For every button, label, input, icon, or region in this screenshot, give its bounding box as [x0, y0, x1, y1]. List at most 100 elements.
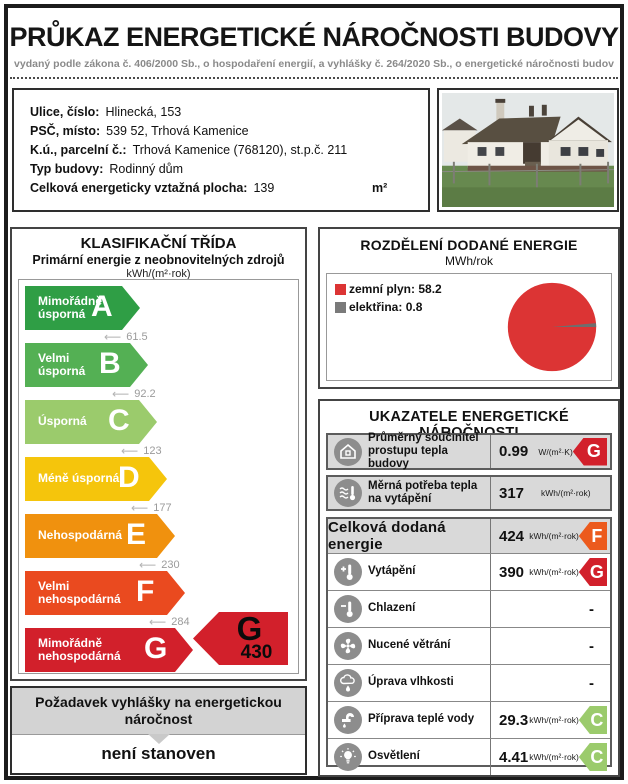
threshold-row: ⟵ 61.5: [25, 330, 298, 343]
left-arrow-icon: ⟵: [139, 557, 157, 572]
threshold-row: ⟵ 177: [25, 501, 298, 514]
indicator-value: 4.41: [499, 748, 529, 766]
requirement-title: Požadavek vyhlášky na energetickou nároč…: [12, 688, 305, 744]
info-row-parcel: K.ú., parcelní č.: Trhová Kamenice (7681…: [30, 143, 428, 157]
info-value: Rodinný dům: [109, 162, 184, 176]
energy-distribution-title: ROZDĚLENÍ DODANÉ ENERGIE: [360, 237, 578, 253]
building-info-box: Ulice, číslo: Hlinecká, 153 PSČ, místo: …: [12, 88, 430, 212]
class-row-a: Mimořádně úsporná A ⟵ 61.5: [25, 286, 298, 343]
ventilation-icon: [334, 632, 362, 660]
threshold-value: 284: [171, 615, 190, 628]
info-value: Trhová Kamenice (768120), st.p.č. 211: [132, 143, 348, 157]
page-title: PRŮKAZ ENERGETICKÉ NÁROČNOSTI BUDOVY: [9, 22, 619, 52]
indicator-value: 317: [499, 484, 525, 502]
threshold-value: 61.5: [126, 330, 148, 343]
info-label: PSČ, místo:: [30, 124, 101, 138]
class-band-c: Úsporná C: [25, 400, 157, 444]
class-letter: G: [144, 632, 168, 665]
indicator-label: Celková dodaná energie: [328, 518, 446, 553]
indicator-label: Vytápění: [368, 565, 416, 578]
threshold-value: 123: [143, 444, 162, 457]
info-row-street: Ulice, číslo: Hlinecká, 153: [30, 105, 428, 119]
class-band-g: Mimořádně nehospodárná G: [25, 628, 193, 672]
info-label: Typ budovy:: [30, 162, 104, 176]
page-subtitle: vydaný podle zákona č. 406/2000 Sb., o h…: [14, 58, 614, 70]
current-class-letter: G: [236, 609, 263, 647]
left-arrow-icon: ⟵: [149, 614, 167, 629]
classification-title: KLASIFIKAČNÍ TŘÍDA: [80, 235, 237, 252]
indicator-row-ventilation: Nucené větrání -: [328, 627, 610, 664]
info-value: 139: [253, 181, 275, 195]
classification-panel: KLASIFIKAČNÍ TŘÍDA Primární energie z ne…: [10, 227, 307, 681]
indicator-row-total-energy: Celková dodaná energie 424 kWh/(m²·rok) …: [328, 519, 610, 553]
indicator-value: 390: [499, 563, 525, 581]
energy-distribution-panel: ROZDĚLENÍ DODANÉ ENERGIE MWh/rok zemní p…: [318, 227, 620, 389]
class-letter: C: [108, 404, 130, 437]
indicators-panel: UKAZATELE ENERGETICKÉ NÁROČNOSTI Průměrn…: [318, 399, 620, 777]
indicator-row-hot-water: Příprava teplé vody 29.3 kWh/(m²·rok) C: [328, 701, 610, 738]
left-arrow-icon: ⟵: [121, 443, 139, 458]
classification-subtitle: Primární energie z neobnovitelných zdroj…: [32, 253, 285, 267]
info-value: 539 52, Trhová Kamenice: [106, 124, 249, 138]
class-letter: F: [136, 575, 155, 608]
indicator-value: 29.3: [499, 711, 529, 729]
indicator-unit: kWh/(m²·rok): [529, 752, 579, 762]
indicator-value: -: [589, 674, 594, 692]
class-badge: C: [578, 706, 607, 734]
indicator-unit: kWh/(m²·rok): [529, 715, 579, 725]
class-label: Úsporná: [38, 414, 87, 429]
info-row-type: Typ budovy: Rodinný dům: [30, 162, 428, 176]
class-row-e: Nehospodárná E ⟵ 230: [25, 514, 298, 571]
class-label: Velmi nehospodárná: [38, 578, 121, 606]
threshold-row: ⟵ 230: [25, 558, 298, 571]
indicator-unit: kWh/(m²·rok): [529, 567, 579, 577]
indicator-label: Měrná potřeba tepla na vytápění: [368, 479, 478, 505]
class-row-g: Mimořádně nehospodárná G: [25, 628, 298, 672]
class-band-b: Velmi úsporná B: [25, 343, 148, 387]
page-frame: [4, 4, 624, 780]
class-letter: D: [118, 461, 140, 494]
pie-chart-area: zemní plyn: 58.2 elektřina: 0.8: [326, 273, 612, 381]
energy-distribution-unit: MWh/rok: [445, 254, 493, 268]
requirement-title-text: Požadavek vyhlášky na energetickou nároč…: [35, 693, 282, 728]
legend-swatch-gas: [335, 283, 346, 295]
requirement-value: není stanoven: [101, 744, 216, 763]
pie-slice-electricity: [552, 323, 597, 327]
indicator-group-box: Celková dodaná energie 424 kWh/(m²·rok) …: [326, 517, 612, 775]
pie-chart: [507, 282, 597, 372]
indicator-row-u-value: Průměrný součinitel prostupu tepla budov…: [326, 431, 612, 471]
indicator-row-lighting: Osvětlení 4.41 kWh/(m²·rok) C: [328, 738, 610, 775]
class-badge: F: [578, 522, 607, 550]
info-value: Hlinecká, 153: [105, 105, 182, 119]
threshold-value: 92.2: [134, 387, 156, 400]
indicator-label: Úprava vlhkosti: [368, 676, 454, 689]
legend-label-electricity: elektřina: 0.8: [349, 300, 423, 314]
lighting-icon: [334, 743, 362, 771]
class-row-d: Méně úsporná D ⟵ 177: [25, 457, 298, 514]
class-label: Méně úsporná: [38, 471, 120, 486]
indicator-unit: W/(m²·K): [538, 446, 573, 457]
left-arrow-icon: ⟵: [112, 386, 130, 401]
class-band-d: Méně úsporná D: [25, 457, 167, 501]
threshold-row: ⟵ 284: [25, 615, 298, 628]
indicator-label: Nucené větrání: [368, 639, 451, 652]
indicator-label: Příprava teplé vody: [368, 713, 475, 726]
indicator-value: -: [589, 600, 594, 618]
class-badge: C: [578, 743, 607, 771]
indicator-value: 424: [499, 527, 525, 545]
indicator-row-humidity: Úprava vlhkosti -: [328, 664, 610, 701]
house-photo-illustration: [442, 93, 614, 207]
indicator-label: Osvětlení: [368, 750, 420, 763]
class-row-c: Úsporná C ⟵ 123: [25, 400, 298, 457]
indicator-value: -: [589, 637, 594, 655]
class-label: Mimořádně úsporná: [38, 293, 103, 321]
threshold-value: 177: [153, 501, 172, 514]
classification-unit: kWh/(m²·rok): [126, 268, 191, 280]
indicator-unit: kWh/(m²·rok): [541, 488, 591, 498]
indicator-label: Průměrný součinitel prostupu tepla budov…: [368, 431, 479, 471]
class-letter: A: [91, 290, 113, 323]
legend-label-gas: zemní plyn: 58.2: [349, 282, 442, 296]
threshold-row: ⟵ 123: [25, 444, 298, 457]
area-unit: m²: [372, 181, 388, 195]
